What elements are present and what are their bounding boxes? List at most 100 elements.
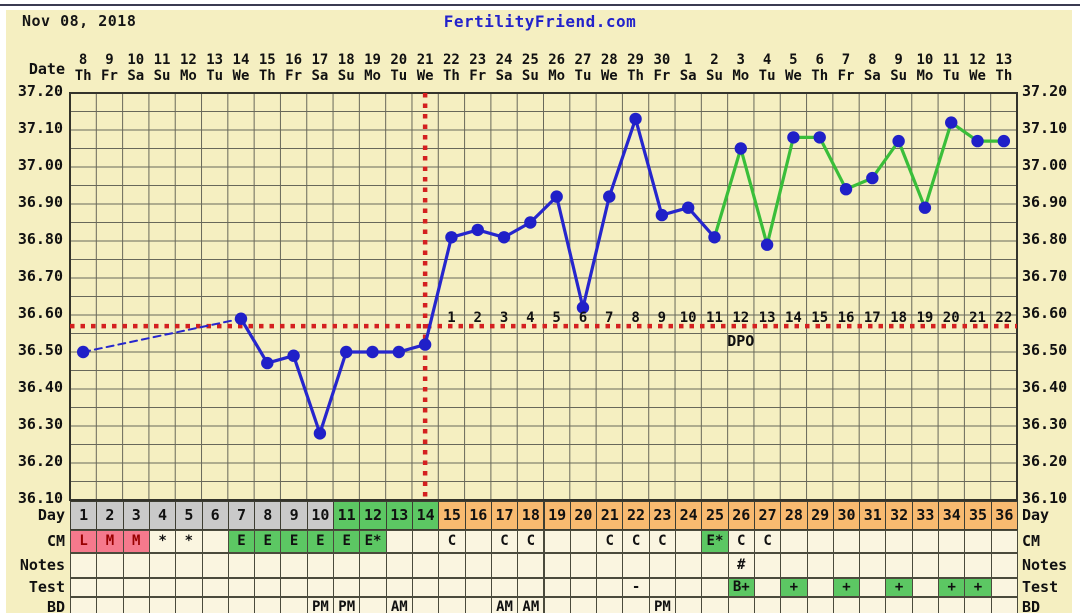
dpo-label-3: 3 — [500, 310, 508, 326]
day-cell-day-32[interactable]: 32 — [885, 501, 913, 530]
bd-cell-day-18: AM — [517, 597, 545, 613]
date-column-8: 15 Th — [258, 52, 276, 84]
day-cell-day-17[interactable]: 17 — [490, 501, 519, 530]
dpo-label-16: 16 — [838, 310, 855, 326]
y-tick-right-36.90: 36.90 — [1022, 193, 1068, 211]
temp-dot-day-22[interactable] — [629, 112, 642, 126]
date-column-14: 21 We — [416, 52, 434, 84]
temp-dot-day-9[interactable] — [287, 349, 300, 362]
temp-dot-day-14[interactable] — [418, 338, 432, 351]
temp-dot-day-36[interactable] — [997, 134, 1011, 148]
temp-dot-day-26[interactable] — [734, 142, 747, 155]
day-cell-day-16[interactable]: 16 — [464, 501, 492, 530]
day-cell-day-20[interactable]: 20 — [569, 501, 598, 530]
y-tick-right-37.00: 37.00 — [1022, 156, 1068, 174]
day-cell-day-7[interactable]: 7 — [227, 501, 256, 530]
dpo-label-2: 2 — [474, 310, 482, 326]
day-cell-day-11[interactable]: 11 — [333, 501, 361, 530]
temp-dot-day-16[interactable] — [471, 223, 484, 237]
temp-dot-day-23[interactable] — [655, 208, 669, 222]
temp-dot-day-34[interactable] — [945, 116, 958, 129]
day-cell-day-36[interactable]: 36 — [990, 501, 1018, 530]
temp-dot-day-35[interactable] — [971, 134, 984, 148]
temp-dot-day-29[interactable] — [813, 131, 826, 144]
dpo-label-4: 4 — [526, 310, 534, 326]
temp-dot-day-20[interactable] — [576, 301, 590, 314]
date-column-15: 22 Th — [442, 52, 460, 84]
dpo-label-15: 15 — [811, 310, 828, 326]
temp-dot-day-24[interactable] — [681, 201, 695, 214]
day-cell-day-26[interactable]: 26 — [727, 501, 755, 530]
temp-dot-day-25[interactable] — [708, 231, 721, 244]
day-cell-day-12[interactable]: 12 — [359, 501, 387, 530]
temp-dot-day-8[interactable] — [261, 356, 274, 370]
day-cell-day-14[interactable]: 14 — [411, 501, 440, 530]
cm-cell-day-36 — [990, 530, 1018, 553]
test-cell-day-26: B+ — [727, 578, 755, 597]
y-tick-right-36.20: 36.20 — [1022, 452, 1068, 470]
temp-dot-day-17[interactable] — [497, 231, 511, 244]
day-cell-day-22[interactable]: 22 — [622, 501, 650, 530]
day-cell-day-31[interactable]: 31 — [859, 501, 887, 530]
temp-dot-day-21[interactable] — [603, 190, 616, 203]
temp-dot-day-18[interactable] — [524, 216, 537, 229]
temp-dot-day-1[interactable] — [76, 345, 90, 359]
dpo-label-22: 22 — [995, 310, 1012, 326]
temp-dot-day-10[interactable] — [313, 427, 327, 440]
y-tick-left-36.10: 36.10 — [17, 489, 63, 507]
day-cell-day-3[interactable]: 3 — [122, 501, 150, 530]
dpo-label-13: 13 — [759, 310, 776, 326]
dpo-label-14: 14 — [785, 310, 802, 326]
day-cell-day-4[interactable]: 4 — [148, 501, 177, 530]
temp-dot-day-31[interactable] — [866, 171, 879, 185]
day-cell-day-25[interactable]: 25 — [701, 501, 729, 530]
temp-dot-day-28[interactable] — [787, 131, 800, 144]
bd-cell-day-13: AM — [385, 597, 413, 613]
date-column-35: 12 We — [969, 52, 986, 84]
y-tick-left-36.60: 36.60 — [17, 304, 63, 322]
day-cell-day-33[interactable]: 33 — [911, 501, 940, 530]
dpo-caption: DPO — [727, 332, 754, 350]
temp-dot-day-13[interactable] — [392, 345, 406, 359]
temp-dot-day-33[interactable] — [918, 201, 932, 214]
day-cell-day-9[interactable]: 9 — [280, 501, 308, 530]
top-border-line — [0, 4, 1080, 6]
date-column-4: 11 Su — [153, 52, 171, 84]
date-column-22: 29 Th — [627, 52, 644, 84]
test-cell-day-34: + — [938, 578, 966, 597]
site-title-link[interactable]: FertilityFriend.com — [443, 12, 637, 31]
date-column-34: 11 Tu — [942, 52, 960, 84]
notes-cell-day-17 — [490, 553, 519, 578]
y-tick-left-37.00: 37.00 — [17, 156, 63, 174]
notes-cell-day-36 — [990, 553, 1018, 578]
temp-line-pre-post-ovulation — [239, 117, 717, 435]
row-label-left-notes: Notes — [19, 556, 65, 574]
date-column-2: 9 Fr — [101, 52, 118, 84]
dpo-label-8: 8 — [631, 310, 639, 326]
day-cell-day-1[interactable]: 1 — [70, 501, 98, 530]
temp-dot-day-32[interactable] — [892, 134, 905, 148]
day-cell-day-8[interactable]: 8 — [254, 501, 282, 530]
day-cell-day-29[interactable]: 29 — [806, 501, 834, 530]
temp-dot-day-19[interactable] — [550, 190, 563, 203]
row-label-left-cm: CM — [46, 532, 65, 550]
temp-dot-day-7[interactable] — [234, 312, 248, 325]
temp-dot-day-12[interactable] — [366, 345, 379, 359]
day-cell-day-19[interactable]: 19 — [543, 501, 571, 530]
date-column-26: 3 Mo — [732, 52, 750, 84]
day-cell-day-24[interactable]: 24 — [675, 501, 703, 530]
y-tick-left-36.80: 36.80 — [17, 230, 63, 248]
date-column-20: 27 Tu — [574, 52, 592, 84]
y-tick-left-37.20: 37.20 — [17, 82, 63, 100]
temp-dot-day-30[interactable] — [839, 183, 853, 196]
date-column-3: 10 Sa — [127, 52, 145, 84]
row-label-left-test: Test — [28, 578, 65, 596]
temp-dot-day-15[interactable] — [445, 231, 458, 244]
temp-dot-day-27[interactable] — [760, 238, 774, 251]
bd-cell-day-11: PM — [333, 597, 361, 613]
day-cell-day-5[interactable]: 5 — [175, 501, 203, 530]
temp-dot-day-11[interactable] — [340, 345, 353, 359]
notes-cell-day-1 — [70, 553, 98, 578]
date-column-27: 4 Tu — [758, 52, 776, 84]
